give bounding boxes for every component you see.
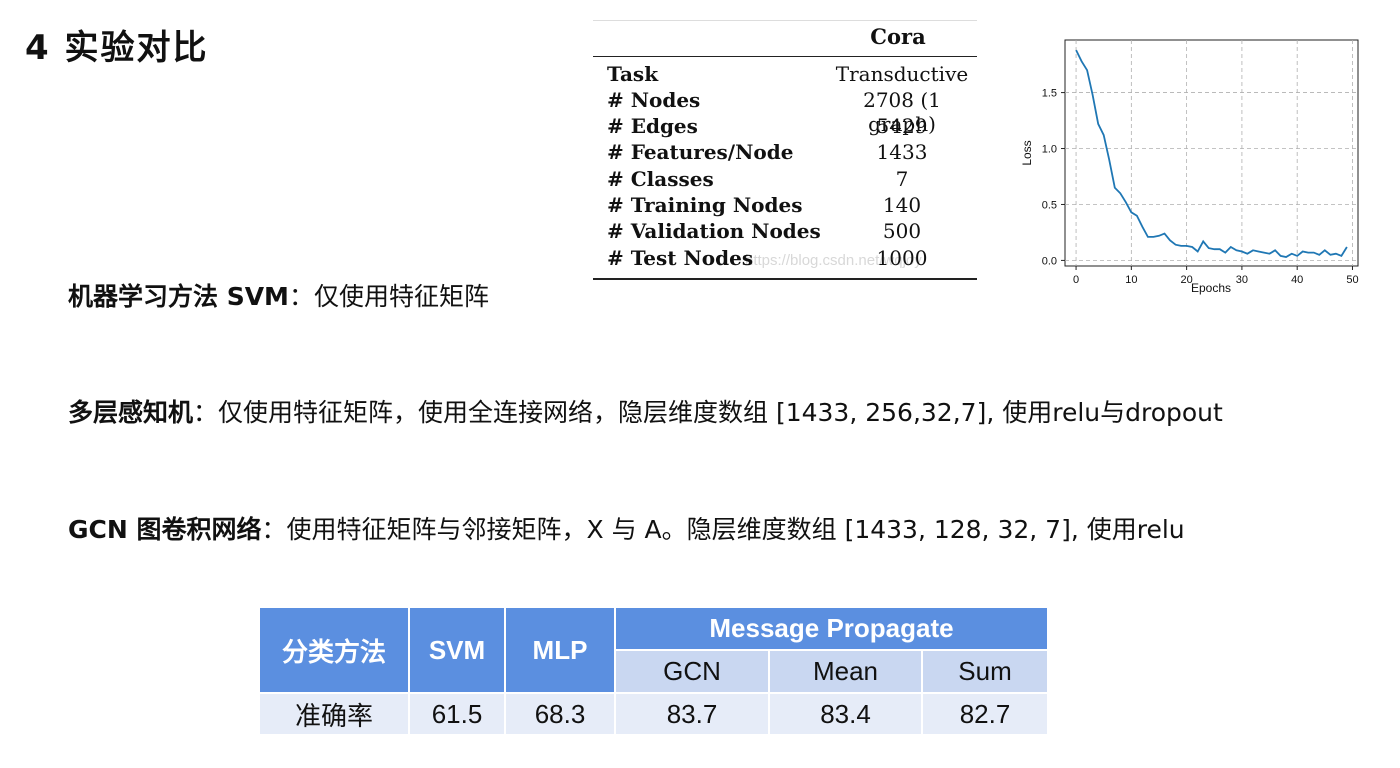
cora-row-key: # Training Nodes [607,193,803,217]
cora-header: Cora [870,24,926,49]
table-mid-rule [593,56,977,57]
page-title: 4 实验对比 [25,28,209,68]
cora-row-key: # Nodes [607,88,701,112]
svm-description: 机器学习方法 SVM：仅使用特征矩阵 [68,277,489,313]
mlp-title: 多层感知机 [68,398,194,427]
svm-text: ：仅使用特征矩阵 [288,282,489,311]
cora-row-key: # Features/Node [607,140,794,164]
cora-row: # Classes 7 [607,167,971,193]
cora-row: # Test Nodes 1000 [607,246,971,272]
cora-row-value: 1000 [876,246,928,270]
watermark: https://blog.csdn.net/wqjoy [745,252,922,269]
cora-row-value: 1433 [876,140,928,164]
cora-row-value: 5429 [876,114,928,138]
table-top-rule [593,20,977,21]
y-tick-label: 0.0 [1042,255,1057,267]
mlp-description: 多层感知机：仅使用特征矩阵，使用全连接网络，隐层维度数组 [1433, 256,… [68,393,1223,429]
cora-row: Task Transductive [607,62,971,88]
cora-row: # Edges 5429 [607,114,971,140]
gcn-text: ：使用特征矩阵与邻接矩阵，X 与 A。隐层维度数组 [1433, 128, 32… [261,515,1185,544]
mlp-text: ：仅使用特征矩阵，使用全连接网络，隐层维度数组 [1433, 256,32,7]… [193,398,1223,427]
accuracy-label: 准确率 [260,694,408,734]
cora-row-value: 2708 (1 graph) [863,88,941,136]
cora-row: # Nodes 2708 (1 graph) [607,88,971,136]
mlp-accuracy: 68.3 [506,694,614,734]
cora-row-value: Transductive [835,62,969,86]
sum-accuracy: 82.7 [923,694,1047,734]
results-table: 分类方法 SVM MLP Message Propagate GCN Mean … [258,606,1049,736]
cora-row-key: Task [607,62,659,86]
x-tick-label: 50 [1346,274,1358,286]
y-tick-label: 1.0 [1042,144,1057,156]
cora-row-key: # Edges [607,114,698,138]
mean-header: Mean [770,651,921,692]
gcn-description: GCN 图卷积网络：使用特征矩阵与邻接矩阵，X 与 A。隐层维度数组 [1433… [68,510,1185,546]
sum-header: Sum [923,651,1047,692]
gcn-title: GCN 图卷积网络 [68,515,262,544]
loss-series-line [1075,49,1348,258]
y-tick-label: 0.5 [1042,199,1057,211]
y-tick-label: 1.5 [1042,88,1057,100]
plot-frame [1064,39,1359,267]
svm-accuracy: 61.5 [410,694,504,734]
cora-row-value: 7 [895,167,909,191]
x-tick-label: 40 [1291,274,1303,286]
x-axis-label: Epochs [1191,281,1231,295]
y-axis-label: Loss [1020,140,1034,165]
x-tick-label: 30 [1236,274,1248,286]
cora-row-value: 140 [882,193,922,217]
x-tick-label: 10 [1125,274,1137,286]
loss-chart: 0 10 20 30 40 50 0.0 0.5 1.0 1.5 Epochs Loss [1020,39,1359,295]
gcn-accuracy: 83.7 [616,694,768,734]
message-propagate-header: Message Propagate [616,608,1047,649]
cora-row-key: # Validation Nodes [607,219,821,243]
cora-row: # Validation Nodes 500 [607,219,971,245]
cora-row-value: 500 [882,219,922,243]
x-tick-label: 0 [1073,274,1079,286]
mean-accuracy: 83.4 [770,694,921,734]
cora-dataset-table: Cora Task Transductive # Nodes 2708 (1 gra… [593,20,977,282]
method-header: 分类方法 [260,608,408,692]
cora-row-key: # Classes [607,167,714,191]
cora-row: # Training Nodes 140 [607,193,971,219]
x-tick-label: 20 [1180,274,1192,286]
svm-header: SVM [410,608,504,692]
table-bottom-rule [593,278,977,280]
mlp-header: MLP [506,608,614,692]
svm-title: 机器学习方法 SVM [68,282,289,311]
cora-row-key: # Test Nodes [607,246,754,270]
gcn-header: GCN [616,651,768,692]
cora-row: # Features/Node 1433 [607,140,971,166]
